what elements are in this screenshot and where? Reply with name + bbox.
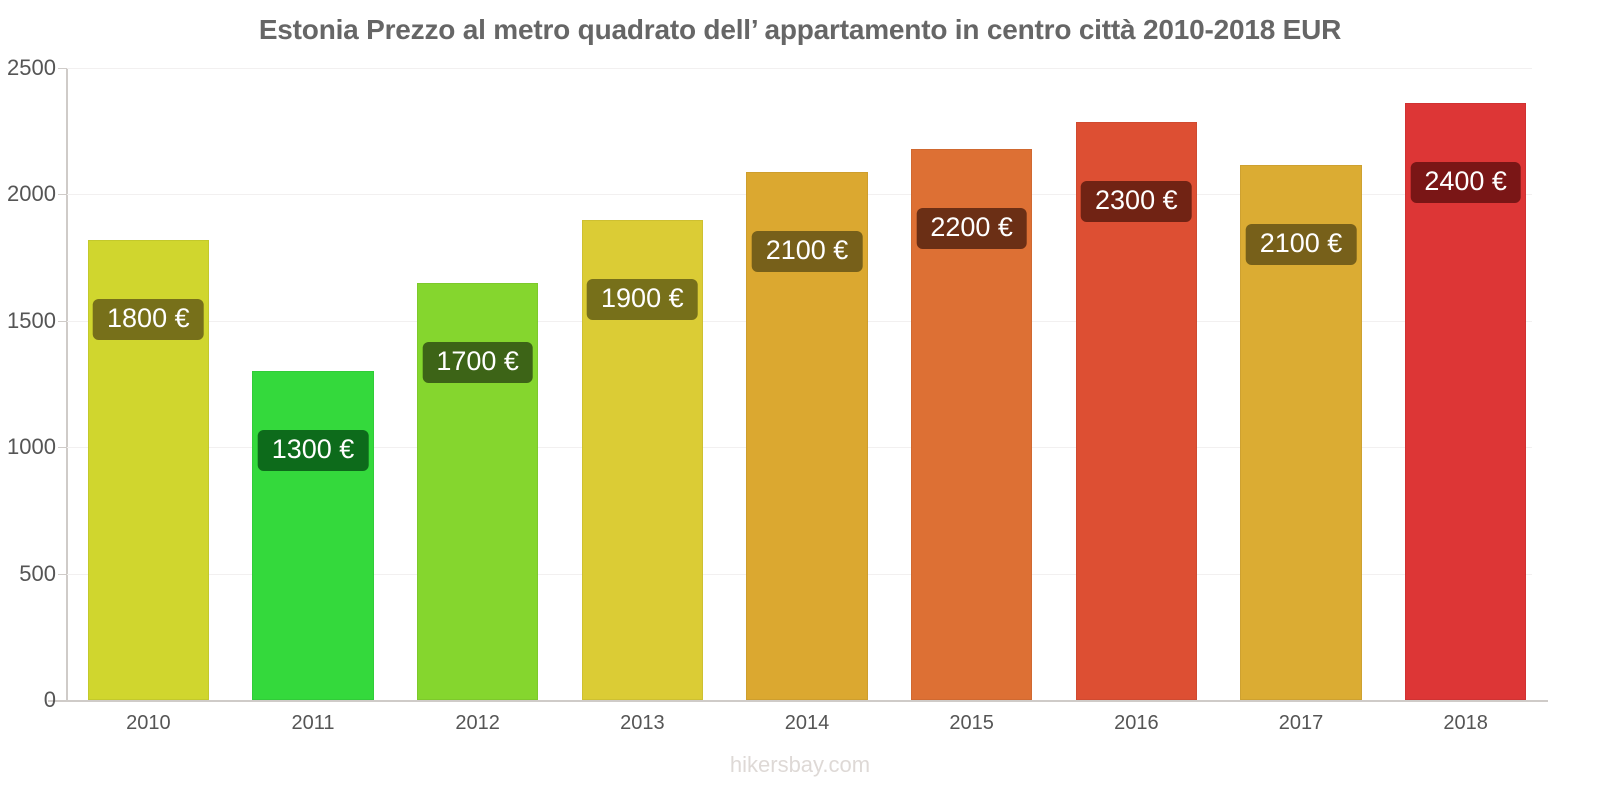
x-tick-label: 2016	[1114, 712, 1159, 734]
y-tick-label: 0	[43, 687, 56, 712]
y-tick-label: 1000	[7, 434, 56, 460]
bar-value-label: 1800 €	[93, 298, 204, 340]
x-axis-line	[48, 700, 1548, 702]
y-tick-mark	[58, 573, 67, 575]
x-tick-label: 2011	[291, 712, 335, 734]
gridline	[66, 68, 1532, 69]
bar-2018[interactable]: 2400 €	[1405, 103, 1527, 700]
y-tick-label: 1500	[7, 307, 56, 333]
bar-value-label: 2400 €	[1410, 162, 1521, 204]
x-tick-label: 2014	[784, 712, 830, 734]
y-tick-mark	[58, 447, 67, 449]
bar-value-label: 2300 €	[1081, 181, 1192, 223]
bar-2013[interactable]: 1900 €	[581, 219, 703, 700]
x-tick-label: 2018	[1443, 712, 1488, 734]
y-tick-label: 2500	[7, 55, 56, 80]
bar-2011[interactable]: 1300 €	[252, 371, 374, 700]
bar-2010[interactable]: 1800 €	[87, 239, 209, 700]
bar-2016[interactable]: 2300 €	[1075, 122, 1197, 700]
y-tick-label: 500	[19, 560, 56, 586]
bar-value-label: 1300 €	[257, 430, 369, 472]
chart-title: Estonia Prezzo al metro quadrato dell’ a…	[258, 14, 1342, 45]
bar-2017[interactable]: 2100 €	[1240, 165, 1362, 700]
y-tick-mark	[58, 700, 67, 701]
source-credit: hikersbay.com	[729, 752, 871, 777]
y-axis-line	[66, 68, 68, 700]
y-tick-mark	[58, 68, 67, 69]
y-tick-mark	[58, 194, 67, 196]
x-tick-label: 2013	[620, 712, 665, 734]
x-tick-label: 2010	[126, 712, 171, 734]
bar-rect[interactable]	[252, 371, 374, 700]
bar-value-label: 1900 €	[587, 278, 698, 320]
bar-value-label: 2100 €	[1245, 224, 1357, 266]
bar-2014[interactable]: 2100 €	[746, 171, 868, 700]
y-tick-mark	[58, 320, 67, 322]
y-tick-label: 2000	[7, 181, 56, 207]
bar-value-label: 2100 €	[751, 230, 863, 272]
bar-2015[interactable]: 2200 €	[911, 148, 1033, 700]
x-tick-label: 2017	[1278, 712, 1324, 734]
x-tick-label: 2015	[949, 712, 994, 734]
x-tick-label: 2012	[455, 712, 500, 734]
bar-value-label: 1700 €	[422, 341, 533, 383]
bar-value-label: 2200 €	[916, 207, 1027, 249]
bar-2012[interactable]: 1700 €	[417, 282, 539, 700]
